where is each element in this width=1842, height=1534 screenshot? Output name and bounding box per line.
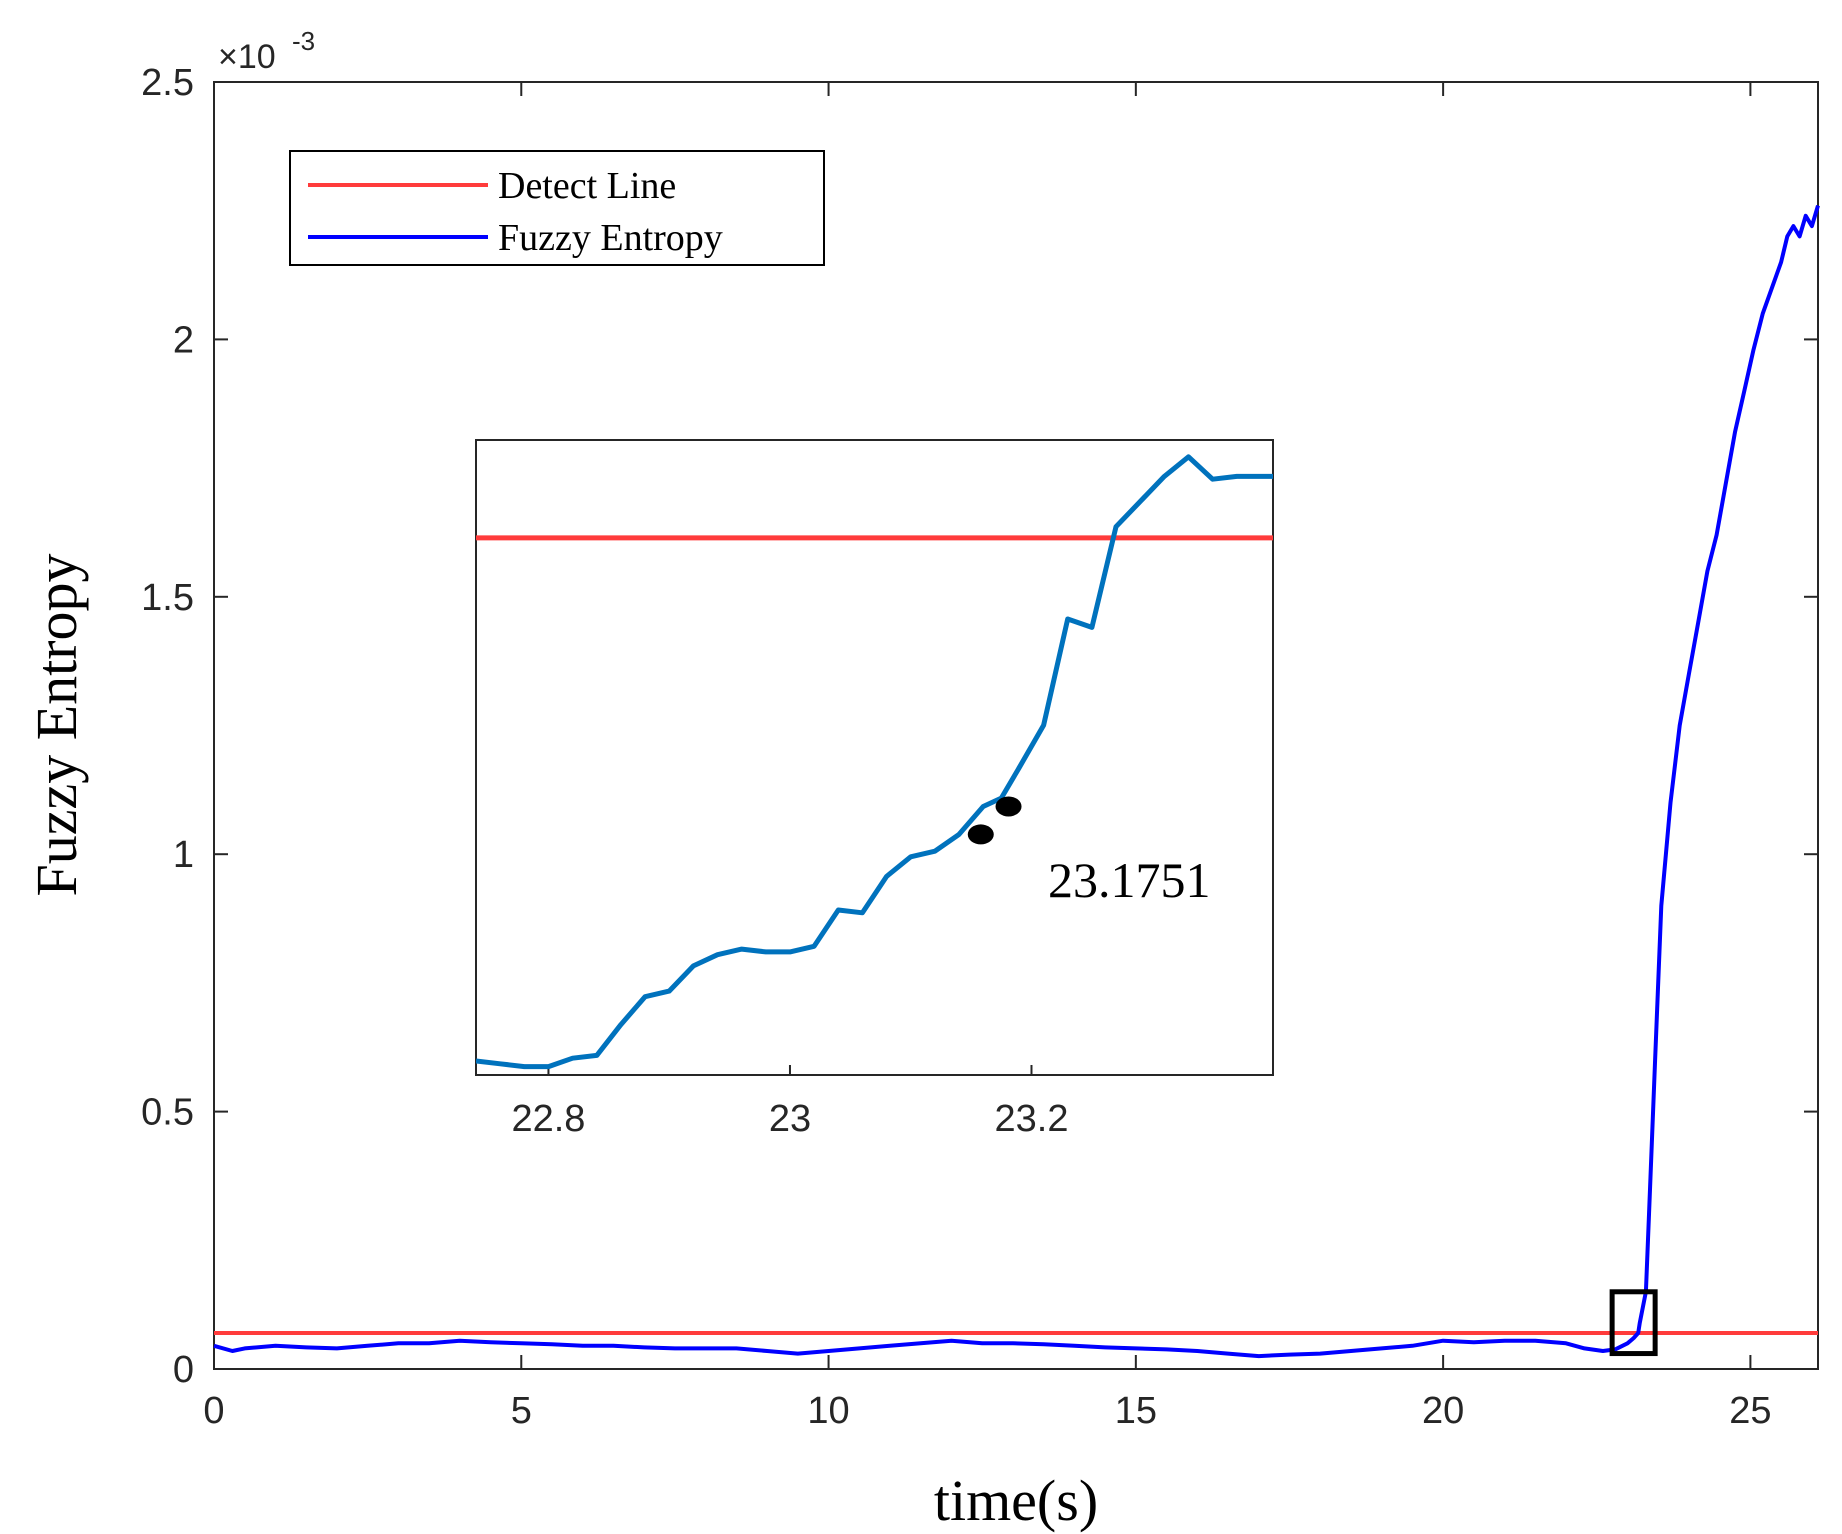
main-y-tick-label: 1.5 <box>141 577 194 619</box>
inset-axes: 22.8 23 23.2 23.1751 <box>475 439 1274 1140</box>
main-y-tick-label: 0 <box>173 1349 194 1391</box>
zoom-box <box>1609 1289 1658 1357</box>
detection-time-annotation: 23.1751 <box>1048 852 1211 908</box>
main-y-ticks: 0 0.5 1 1.5 2 2.5 <box>141 62 1818 1391</box>
inset-plot-area <box>475 439 1274 1076</box>
inset-x-tick-label: 23.2 <box>995 1098 1069 1140</box>
main-y-tick-label: 2.5 <box>141 62 194 104</box>
main-x-ticks: 0 5 10 15 20 25 <box>203 82 1772 1432</box>
legend: Detect Line Fuzzy Entropy <box>289 150 825 266</box>
legend-label-fuzzy-entropy: Fuzzy Entropy <box>498 217 723 259</box>
inset-marker <box>995 796 1022 817</box>
y-multiplier: ×10 <box>218 38 276 76</box>
main-series-lines <box>213 205 1820 1359</box>
main-x-tick-label: 20 <box>1422 1390 1464 1432</box>
inset-marker <box>967 824 994 845</box>
main-y-tick-label: 2 <box>173 319 194 361</box>
inset-x-tick-label: 23 <box>769 1098 811 1140</box>
inset-x-ticks: 22.8 23 23.2 <box>511 1065 1068 1140</box>
main-x-tick-label: 5 <box>511 1390 532 1432</box>
main-x-tick-label: 25 <box>1729 1390 1771 1432</box>
legend-box <box>289 150 825 266</box>
main-y-tick-label: 0.5 <box>141 1092 194 1134</box>
legend-label-detect-line: Detect Line <box>498 165 676 207</box>
y-axis-title: Fuzzy Entropy <box>24 553 89 896</box>
inset-series-lines <box>476 454 1273 1070</box>
inset-series-fuzzy-entropy <box>476 454 1273 1070</box>
main-x-tick-label: 0 <box>203 1390 224 1432</box>
y-multiplier-exponent: -3 <box>292 26 315 56</box>
inset-x-tick-label: 22.8 <box>511 1098 585 1140</box>
inset-markers <box>967 796 1022 845</box>
main-y-tick-label: 1 <box>173 834 194 876</box>
main-x-tick-label: 15 <box>1115 1390 1157 1432</box>
x-axis-title: time(s) <box>934 1468 1098 1533</box>
main-x-tick-label: 10 <box>807 1390 849 1432</box>
main-series-fuzzy-entropy <box>213 205 1820 1359</box>
